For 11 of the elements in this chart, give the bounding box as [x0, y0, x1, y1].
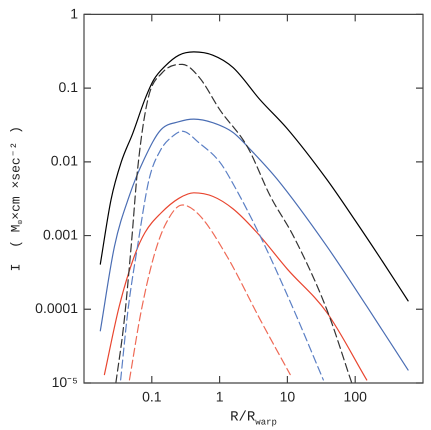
- x-tick-label: 10: [280, 388, 296, 404]
- y-tick-label: 0.001: [42, 226, 78, 242]
- y-tick-label: 0.0001: [35, 300, 78, 316]
- y-tick-label: 0.1: [58, 78, 78, 95]
- y-tick-label: 0.01: [50, 152, 78, 169]
- y-tick-label: 10⁻⁵: [52, 374, 78, 390]
- y-axis-title: I ( M⊙×cm ×sec⁻² ): [8, 126, 26, 272]
- x-tick-label: 100: [344, 388, 368, 404]
- y-tick-label: 1: [70, 5, 78, 22]
- x-tick-label: 1: [216, 388, 224, 404]
- x-tick-label: 0.1: [142, 388, 162, 404]
